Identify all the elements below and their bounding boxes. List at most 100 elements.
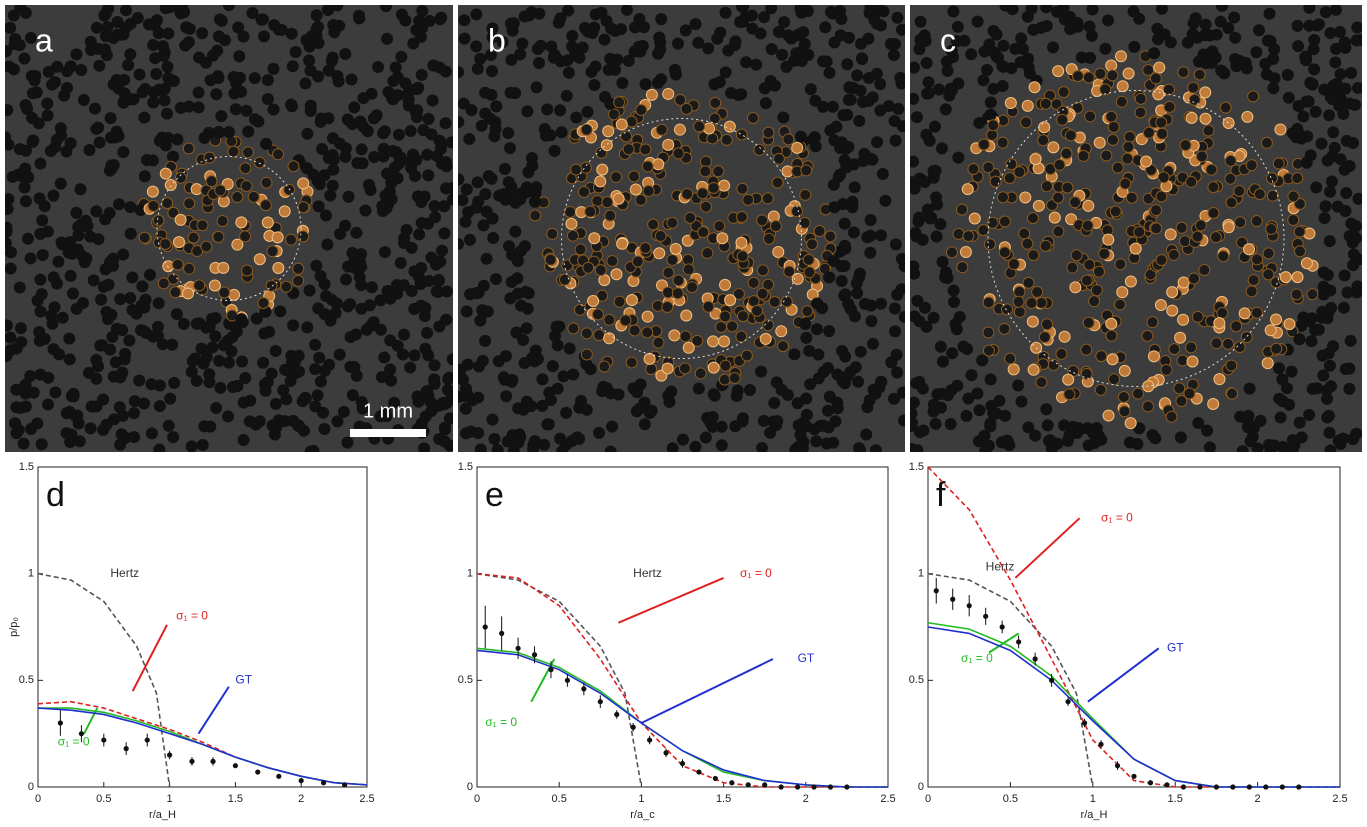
particle — [603, 332, 616, 345]
particles — [910, 5, 1362, 452]
particle — [84, 422, 97, 435]
particle — [1207, 181, 1220, 194]
particle — [672, 147, 685, 160]
particle — [1230, 60, 1243, 73]
data-point — [1016, 639, 1022, 645]
data-point — [57, 720, 63, 726]
particle — [1041, 318, 1054, 331]
series-line — [37, 700, 368, 786]
particle — [195, 342, 208, 355]
particle — [1070, 249, 1083, 262]
particle — [1202, 124, 1215, 137]
y-tick-label: 0.5 — [909, 674, 924, 686]
particle — [584, 205, 597, 218]
particle — [236, 355, 249, 368]
particle — [64, 60, 77, 73]
particle — [486, 22, 499, 35]
data-point — [298, 778, 304, 784]
particle — [464, 425, 477, 438]
particle — [987, 24, 1000, 37]
leader-line — [988, 632, 1020, 654]
particle — [977, 74, 990, 87]
particle — [1280, 382, 1293, 395]
particle — [327, 153, 340, 166]
particle — [458, 194, 469, 207]
particle — [1344, 334, 1357, 347]
particle — [408, 349, 421, 362]
particle — [918, 29, 931, 42]
particle — [374, 323, 387, 336]
data-point — [1164, 782, 1170, 788]
particle — [1086, 5, 1099, 16]
particle — [746, 22, 759, 35]
particle — [333, 348, 346, 361]
particle — [635, 103, 648, 116]
particle — [15, 336, 28, 349]
particle — [793, 440, 806, 452]
particle — [117, 248, 130, 261]
particle — [817, 365, 830, 378]
particle — [1216, 307, 1229, 320]
particle — [914, 15, 927, 28]
particle — [927, 311, 940, 324]
particle — [36, 248, 49, 261]
particle — [446, 182, 453, 195]
particle — [895, 77, 905, 90]
particle — [99, 43, 112, 56]
particle — [1001, 303, 1014, 316]
particle — [662, 138, 675, 151]
particle — [143, 268, 156, 281]
data-point — [515, 645, 521, 651]
particle — [134, 204, 147, 217]
particle — [885, 356, 898, 369]
particle — [332, 75, 345, 88]
particle — [446, 353, 453, 366]
particle — [1291, 122, 1304, 135]
particle — [945, 246, 958, 259]
particle — [1160, 363, 1173, 376]
particle — [1318, 212, 1331, 225]
particle — [1099, 42, 1112, 55]
data-point — [1213, 784, 1219, 790]
particle — [1003, 172, 1016, 185]
particle — [240, 104, 253, 117]
particles — [5, 5, 453, 452]
particle — [326, 179, 339, 192]
particle — [1084, 110, 1097, 123]
particle — [461, 389, 474, 402]
particle — [479, 334, 492, 347]
particle — [952, 227, 965, 240]
particle — [312, 36, 325, 49]
particle — [628, 324, 641, 337]
particle — [708, 112, 721, 125]
particle — [357, 92, 370, 105]
particle — [1327, 126, 1340, 139]
particle — [977, 138, 990, 151]
particle — [1148, 47, 1161, 60]
particle — [951, 20, 964, 33]
particle — [947, 284, 960, 297]
particle — [563, 342, 576, 355]
particle — [416, 275, 429, 288]
panel-label: d — [46, 476, 65, 514]
particle — [564, 205, 577, 218]
particle — [203, 151, 216, 164]
particle — [170, 308, 183, 321]
particle — [435, 11, 448, 24]
particle — [1334, 68, 1347, 81]
particle — [768, 79, 781, 92]
particle — [1199, 18, 1212, 31]
particle — [139, 82, 152, 95]
particle — [304, 105, 317, 118]
data-point — [745, 782, 751, 788]
particle — [1055, 347, 1068, 360]
particle — [1052, 65, 1065, 78]
particle — [1329, 5, 1342, 16]
particle — [163, 5, 176, 14]
particle — [639, 78, 652, 91]
particle — [138, 170, 151, 183]
particle — [156, 40, 169, 53]
particle — [792, 419, 805, 432]
particle — [1094, 383, 1107, 396]
particle — [1038, 331, 1051, 344]
